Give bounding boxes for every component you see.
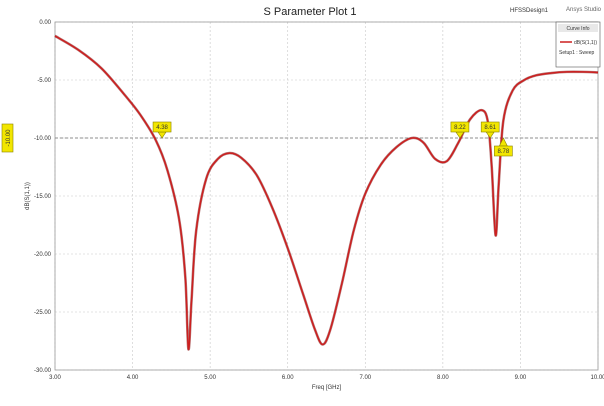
y-tick-label: 0.00 xyxy=(39,20,51,26)
marker-2: 8.22 xyxy=(450,121,470,139)
y-tick-label: -30.00 xyxy=(34,368,52,374)
x-tick-label: 4.00 xyxy=(127,375,139,381)
x-tick-label: 8.00 xyxy=(437,375,449,381)
y-tick-label: -15.00 xyxy=(34,194,52,200)
y-tick-label: -5.00 xyxy=(37,78,51,84)
legend-series-label: dB(S(1,1)) xyxy=(574,40,597,46)
x-tick-label: 9.00 xyxy=(515,375,527,381)
markers: 4.38 8.22 8.61 8.78 xyxy=(152,121,513,157)
reference-line-tag: -10.00 xyxy=(1,123,14,153)
x-tick-label: 10.00 xyxy=(590,375,604,381)
marker-4: 8.78 xyxy=(494,137,513,157)
marker-tag xyxy=(450,121,470,133)
x-tick-label: 6.00 xyxy=(282,375,294,381)
y-tick-label: -20.00 xyxy=(34,252,52,258)
x-axis-ticks: 3.00 4.00 5.00 6.00 7.00 8.00 9.00 10.00 xyxy=(49,375,604,381)
x-tick-label: 7.00 xyxy=(359,375,371,381)
marker-label: 4.38 xyxy=(156,125,168,131)
marker-1: 4.38 xyxy=(152,121,172,139)
y-axis-label: dB(S(1,1)) xyxy=(25,182,31,210)
design-name: HFSSDesign1 xyxy=(510,8,549,14)
y-tick-label: -25.00 xyxy=(34,310,52,316)
marker-label: 8.22 xyxy=(454,125,466,131)
plot-frame xyxy=(54,21,599,371)
chart-title: S Parameter Plot 1 xyxy=(264,6,357,18)
brand-label: Ansys Studio xyxy=(566,7,602,13)
legend[interactable]: Curve Info dB(S(1,1)) Setup1 : Sweep xyxy=(555,21,601,68)
marker-label: 8.61 xyxy=(484,125,496,131)
legend-header-bg xyxy=(558,24,598,32)
marker-tag xyxy=(480,121,500,133)
y-tick-label: -10.00 xyxy=(34,136,52,142)
x-tick-label: 3.00 xyxy=(49,375,61,381)
reference-line-value: -10.00 xyxy=(6,129,12,147)
marker-tag xyxy=(152,121,172,133)
legend-header: Curve Info xyxy=(566,26,589,32)
legend-setup-label: Setup1 : Sweep xyxy=(559,50,595,56)
x-axis-label: Freq [GHz] xyxy=(312,385,342,391)
marker-3: 8.61 xyxy=(480,121,500,139)
marker-label: 8.78 xyxy=(498,149,510,155)
series-curve xyxy=(54,35,599,350)
y-axis-ticks: 0.00 -5.00 -10.00 -15.00 -20.00 -25.00 -30.00 xyxy=(34,20,52,374)
x-tick-label: 5.00 xyxy=(204,375,216,381)
marker-tag xyxy=(494,145,513,157)
